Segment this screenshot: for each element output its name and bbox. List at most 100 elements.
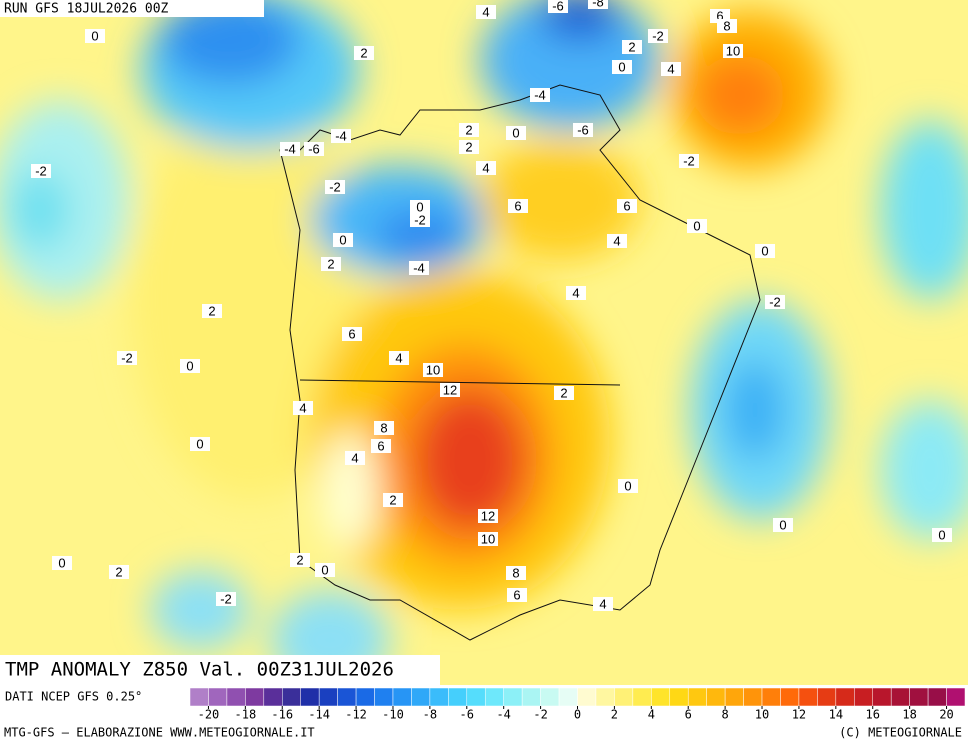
colorbar-swatch	[577, 687, 597, 707]
colorbar-tick-label: -12	[345, 708, 367, 722]
label-bg	[52, 556, 72, 570]
contour-label: -2	[414, 212, 426, 227]
footer-right: (C) METEOGIORNALE	[839, 726, 962, 740]
colorbar-swatch	[226, 687, 246, 707]
contour-label: 4	[395, 350, 402, 365]
colorbar-tick-label: -18	[235, 708, 257, 722]
contour-label: 12	[443, 382, 457, 397]
label-bg	[290, 553, 310, 567]
run-label: RUN GFS 18JUL2026 00Z	[4, 2, 169, 17]
contour-label: 2	[208, 303, 215, 318]
colorbar-swatch	[687, 687, 707, 707]
label-bg	[717, 19, 737, 33]
colorbar-swatch	[651, 687, 671, 707]
contour-label: 0	[58, 555, 65, 570]
colorbar-swatch	[300, 687, 320, 707]
contour-label: 2	[389, 492, 396, 507]
colorbar-swatch	[318, 687, 338, 707]
colorbar-swatch	[189, 687, 209, 707]
label-bg	[180, 359, 200, 373]
label-bg	[506, 126, 526, 140]
contour-label: 10	[481, 531, 495, 546]
label-bg	[507, 588, 527, 602]
colorbar-swatch	[872, 687, 892, 707]
contour-label: 0	[339, 232, 346, 247]
colorbar-swatch	[780, 687, 800, 707]
contour-label: 2	[560, 385, 567, 400]
contour-label: 10	[426, 362, 440, 377]
contour-label: 4	[599, 596, 606, 611]
contour-label: 6	[348, 326, 355, 341]
colorbar-tick-label: -6	[460, 708, 474, 722]
label-bg	[304, 142, 324, 156]
contour-label: 0	[321, 562, 328, 577]
colorbar-swatch	[909, 687, 929, 707]
colorbar-tick-label: 2	[611, 708, 618, 722]
label-bg	[389, 351, 409, 365]
colorbar-swatch	[355, 687, 375, 707]
contour-label: 4	[667, 61, 674, 76]
colorbar-tick-label: 16	[866, 708, 880, 722]
label-bg	[321, 257, 341, 271]
contour-label: 12	[481, 508, 495, 523]
colorbar-swatch	[761, 687, 781, 707]
contour-label: 8	[723, 18, 730, 33]
colorbar-tick-label: 10	[755, 708, 769, 722]
label-bg	[410, 200, 430, 214]
colorbar-tick-label: -8	[423, 708, 437, 722]
contour-label: -4	[534, 87, 546, 102]
contour-label: -4	[335, 128, 347, 143]
contour-label: 2	[465, 139, 472, 154]
contour-label: -6	[577, 122, 589, 137]
label-bg	[593, 597, 613, 611]
label-bg	[661, 62, 681, 76]
label-bg	[109, 565, 129, 579]
label-bg	[315, 563, 335, 577]
contour-label: -2	[35, 163, 47, 178]
label-bg	[506, 566, 526, 580]
label-bg	[554, 386, 574, 400]
colorbar-swatch	[817, 687, 837, 707]
contour-label: 4	[351, 450, 358, 465]
label-bg	[755, 244, 775, 258]
colorbar-swatch	[392, 687, 412, 707]
label-bg	[423, 363, 443, 377]
colorbar-swatch	[724, 687, 744, 707]
colorbar-swatch	[614, 687, 634, 707]
contour-label: 6	[716, 8, 723, 23]
contour-label: 0	[693, 218, 700, 233]
label-bg	[440, 383, 460, 397]
contour-label: 0	[779, 517, 786, 532]
label-bg	[325, 180, 345, 194]
contour-label: 6	[514, 198, 521, 213]
contour-label: 6	[377, 438, 384, 453]
label-bg	[190, 437, 210, 451]
colorbar-tick-label: -2	[533, 708, 547, 722]
colorbar-swatch	[337, 687, 357, 707]
colorbar-swatch	[540, 687, 560, 707]
contour-label: 8	[512, 565, 519, 580]
colorbar-tick-label: 8	[722, 708, 729, 722]
contour-label: 6	[513, 587, 520, 602]
map-title: TMP ANOMALY Z850 Val. 00Z31JUL2026	[5, 659, 394, 681]
contour-label: -4	[284, 141, 296, 156]
label-bg	[331, 129, 351, 143]
contour-label: 2	[465, 122, 472, 137]
colorbar-tick-label: -20	[198, 708, 220, 722]
contour-label: -2	[121, 350, 133, 365]
colorbar-swatch	[208, 687, 228, 707]
label-bg	[280, 142, 300, 156]
colorbar-swatch	[835, 687, 855, 707]
label-bg	[530, 88, 550, 102]
header-box	[0, 0, 264, 17]
colorbar-tick-label: 0	[574, 708, 581, 722]
contour-label: 6	[623, 198, 630, 213]
colorbar-swatch	[890, 687, 910, 707]
contour-label: 4	[482, 4, 489, 19]
label-bg	[293, 401, 313, 415]
contour-label: 10	[726, 43, 740, 58]
source-label: DATI NCEP GFS 0.25°	[5, 690, 142, 704]
colorbar-tick-label: 6	[685, 708, 692, 722]
contour-label: 0	[196, 436, 203, 451]
colorbar-swatch	[448, 687, 468, 707]
